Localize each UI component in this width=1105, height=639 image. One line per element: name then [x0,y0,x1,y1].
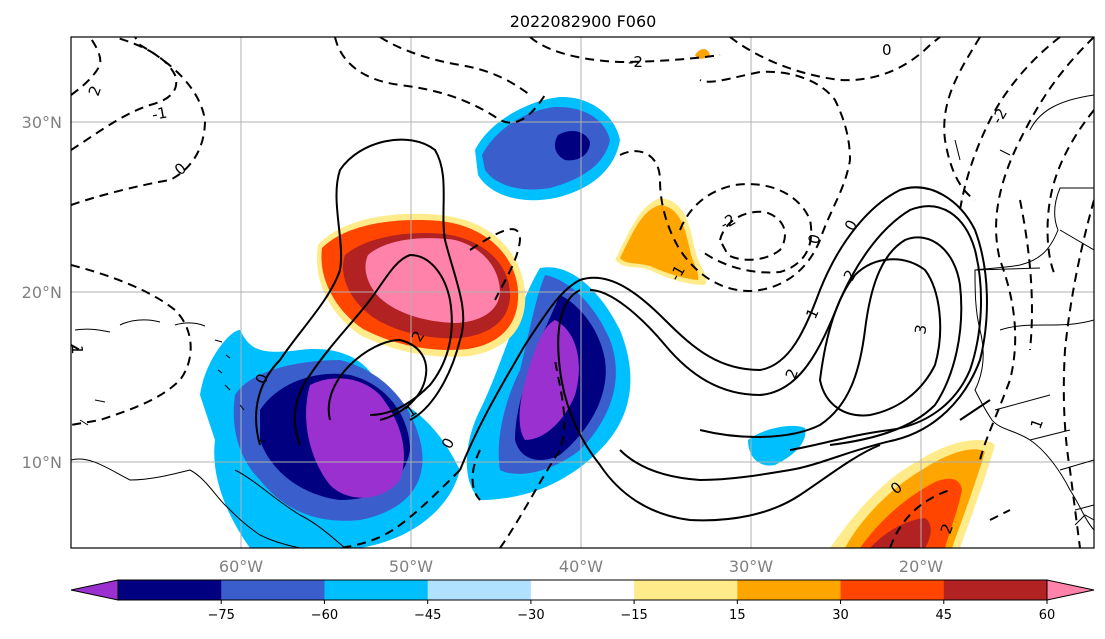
graticule [71,37,1094,548]
colorbar-tick-label: −60 [311,608,338,623]
colorbar-outline [117,579,1048,601]
colorbar-tick-label: −75 [208,608,235,623]
contour-label: 1 [68,345,86,355]
africa-coast [974,187,1094,531]
iberia-coast [954,94,1094,161]
south-america-coast [234,469,346,548]
longitude-labels: 60°W 50°W 40°W 30°W 20°W [219,557,943,576]
shading-fields [200,49,995,548]
colorbar: −75−60−45−30−151530456075 [70,579,1095,623]
caribbean-islands [74,319,266,443]
africa-borders [974,229,1094,511]
lon-label: 40°W [559,557,603,576]
contour-label: 0 [804,232,824,246]
lon-label: 60°W [219,557,263,576]
colorbar-segment [943,580,1048,600]
lat-label: 30°N [22,113,62,132]
colorbar-tick-label: 15 [729,608,746,623]
colorbar-tick-label: −45 [414,608,441,623]
dashed-contours [71,37,1094,548]
colorbar-segment [118,580,222,600]
colorbar-tick-label: 45 [936,608,953,623]
lat-label: 20°N [22,283,62,302]
colorbar-tick-label: 30 [832,608,849,623]
colorbar-segment [634,580,738,600]
colorbar-tick-label: −30 [517,608,544,623]
contour-label: -1 [151,104,169,124]
contour-label: 0 [882,41,892,59]
lat-label: 10°N [22,453,62,472]
colorbar-segment [427,580,532,600]
colorbar-extend-min [70,579,119,601]
map-frame [70,36,1095,549]
colorbar-tick-label: −15 [620,608,647,623]
colorbar-tick-label: 60 [1039,608,1056,623]
colorbar-segment [840,580,945,600]
contour-label: -2 [628,53,643,71]
lon-label: 30°W [729,557,773,576]
central-america-coast [71,458,301,548]
colorbar-segment [324,580,429,600]
solid-contours [255,138,991,522]
map-area: 0 2 -1 -2 0 0 2 1 0 1 2 3 2 -1 0 -2 1 0 … [68,37,1094,548]
latitude-labels: 30°N 20°N 10°N [22,113,62,472]
lon-label: 50°W [389,557,433,576]
coastlines [71,94,1094,548]
map-title: 2022082900 F060 [510,12,657,31]
contour-label: 3 [911,323,930,336]
colorbar-segment [737,580,842,600]
colorbar-segment [530,580,635,600]
colorbar-extend-max [1046,579,1095,601]
lon-label: 20°W [899,557,943,576]
colorbar-segment [221,580,325,600]
